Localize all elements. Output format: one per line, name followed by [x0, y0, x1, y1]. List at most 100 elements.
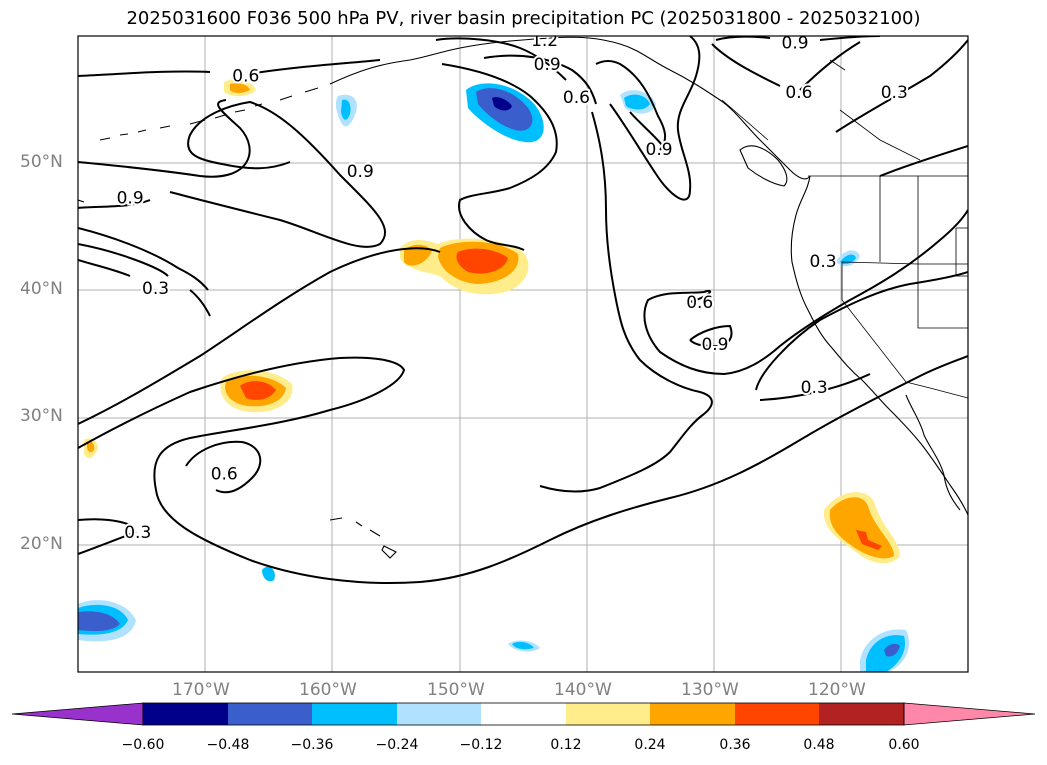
- contour-label: 0.9: [646, 140, 673, 160]
- map-frame: [77, 35, 969, 673]
- colorbar-bin-5: [481, 703, 566, 725]
- colorbar-bin-7: [650, 703, 735, 725]
- map-area: 1.20.90.90.60.6 0.6 0.30.90.90.90.30.30.60…: [78, 31, 968, 672]
- colorbar-bin-3: [312, 703, 397, 725]
- borders: [721, 59, 968, 399]
- colorbar-outline: [142, 702, 905, 726]
- us-mexico-border: [905, 381, 968, 399]
- contour-label: 0.6: [232, 66, 259, 86]
- alaska-canada-border: [721, 99, 769, 141]
- contour-18: [643, 209, 968, 376]
- colorbar-tick-label: −0.24: [375, 737, 419, 753]
- canada-province-borders: [829, 59, 921, 161]
- contour-25: [835, 39, 968, 133]
- aleutian-islands: [99, 87, 319, 141]
- colorbar-extend-max: [903, 702, 1036, 726]
- state-borders: [841, 176, 968, 383]
- contour-12: [78, 531, 137, 555]
- lon-label-130w: 130°W: [681, 680, 739, 700]
- contour-label: 0.3: [124, 523, 151, 543]
- contour-26: [879, 145, 968, 177]
- contour-14: [435, 37, 567, 81]
- contour-label: 0.9: [117, 189, 144, 209]
- contour-6: [78, 243, 169, 277]
- colorbar-tick-label: 0.12: [550, 737, 582, 753]
- colorbar: [11, 702, 1036, 726]
- colorbar-tick-label: −0.60: [121, 737, 165, 753]
- precip-blob-mid-pacific-pos: [400, 238, 529, 295]
- contour-5: [78, 227, 209, 291]
- contour-20: [755, 271, 968, 391]
- alaska-coast: [329, 36, 811, 180]
- contour-11: [78, 518, 133, 527]
- precip-blob-aleutian-pos: [224, 79, 256, 97]
- contour-1: [78, 70, 211, 77]
- precip-blob-southeast-neg: [860, 629, 910, 672]
- contour-10: [185, 440, 262, 494]
- baja-california: [905, 394, 961, 511]
- colorbar-tick-label: −0.36: [290, 737, 334, 753]
- contour-19: [689, 324, 733, 348]
- precip-blob-aleutian-neg: [335, 94, 357, 127]
- contour-label: 1.2: [531, 31, 558, 51]
- contour-21: [759, 373, 871, 401]
- precip-blob-mexico-pos: [823, 492, 900, 564]
- colorbar-tick-label: 0.36: [719, 737, 751, 753]
- lat-label-30: 30°N: [20, 406, 63, 426]
- west-boundary: [78, 199, 85, 203]
- contour-label: 0.3: [881, 83, 908, 103]
- contour-13: [595, 60, 666, 151]
- contour-7: [78, 259, 211, 317]
- lon-label-150w: 150°W: [427, 680, 485, 700]
- precip-blob-gulf-alaska-neg: [620, 90, 656, 114]
- contour-15: [441, 63, 558, 251]
- precip-blob-small-neg: [262, 250, 860, 652]
- contour-8: [78, 247, 441, 425]
- precip-blob-subtropic-pos: [220, 370, 293, 413]
- contour-label: 0.9: [701, 335, 728, 355]
- contour-label: 0.3: [142, 279, 169, 299]
- contour-labels: 1.20.90.90.60.6 0.6 0.30.90.90.90.30.30.60…: [115, 31, 910, 545]
- lon-label-120w: 120°W: [808, 680, 866, 700]
- contour-label: 0.6: [563, 88, 590, 108]
- lon-label-160w: 160°W: [299, 680, 357, 700]
- lon-label-170w: 170°W: [172, 680, 230, 700]
- lat-label-20: 20°N: [20, 534, 63, 554]
- colorbar-bin-2: [228, 703, 312, 725]
- map-title: 2025031600 F036 500 hPa PV, river basin …: [126, 8, 921, 29]
- contour-label: 0.3: [801, 378, 828, 398]
- colorbar-bin-4: [397, 703, 481, 725]
- contour-4: [78, 100, 386, 248]
- contour-17: [539, 111, 713, 493]
- contour-3: [78, 99, 251, 178]
- contour-label: 0.6: [785, 83, 812, 103]
- hawaii-islands: [329, 517, 397, 559]
- contour-label: 0.6: [686, 293, 713, 313]
- lon-label-140w: 140°W: [554, 680, 612, 700]
- colorbar-extend-min: [11, 702, 144, 726]
- gridlines: [78, 36, 968, 672]
- colorbar-tick-label: −0.12: [459, 737, 503, 753]
- colorbar-bin-1: [143, 703, 228, 725]
- colorbar-bin-6: [566, 703, 650, 725]
- vancouver-island: [739, 145, 788, 187]
- precip-blob-north-pacific-neg: [466, 83, 544, 143]
- colorbar-tick-label: 0.48: [803, 737, 835, 753]
- contour-label: 0.9: [534, 55, 561, 75]
- contour-2: [247, 59, 381, 75]
- colorbar-tick-label: 0.24: [634, 737, 666, 753]
- na-west-coast: [790, 175, 968, 516]
- contour-16: [483, 36, 701, 201]
- precip-blob-southwest-neg: [78, 600, 136, 642]
- contour-label: 0.9: [782, 33, 809, 53]
- contour-24: [711, 41, 861, 91]
- contour-9: [78, 355, 968, 584]
- colorbar-tick-label: −0.48: [206, 737, 250, 753]
- colorbar-bin-8: [735, 703, 819, 725]
- pv-contours: [78, 36, 968, 584]
- lat-label-50: 50°N: [20, 152, 63, 172]
- contour-label: 0.9: [347, 162, 374, 182]
- contour-label: 0.3: [810, 252, 837, 272]
- lat-label-40: 40°N: [20, 279, 63, 299]
